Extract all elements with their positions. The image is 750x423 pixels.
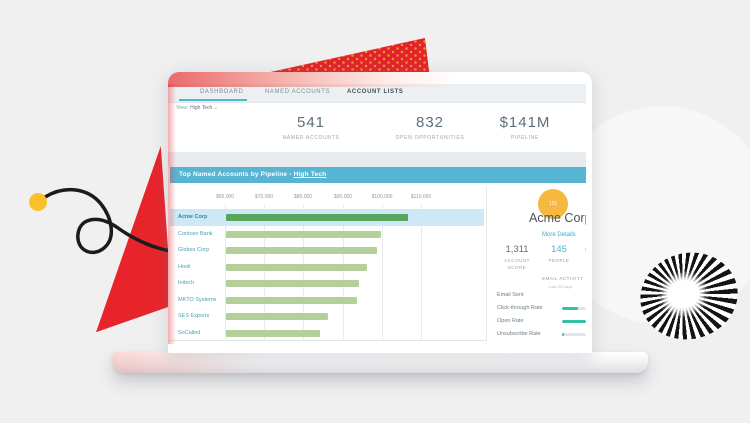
- stat-label: NAMED ACCOUNTS: [282, 135, 340, 141]
- stat-label: ACCOUNT SCORE: [504, 258, 530, 270]
- laptop-base: [112, 352, 648, 373]
- row-label: Hooli: [178, 263, 191, 270]
- row-label: SoCalled: [178, 329, 201, 336]
- people-stat: 145 PEOPLE: [542, 244, 576, 265]
- gridline: [382, 205, 383, 341]
- tab-dashboard[interactable]: DASHBOARD: [200, 89, 244, 95]
- email-activity-title: EMAIL ACTIVITY: [542, 276, 584, 281]
- x-axis-tick: $70,000: [254, 194, 274, 200]
- progress-bar: [562, 320, 586, 323]
- progress-bar: [562, 333, 586, 336]
- chevron-down-icon: ⌄: [213, 105, 218, 111]
- pipeline-bar: [226, 247, 377, 254]
- view-value: High Tech: [190, 105, 213, 111]
- pipeline-bar: [226, 296, 358, 304]
- row-label: Open Rate: [497, 318, 524, 324]
- laptop-screen: DASHBOARD NAMED ACCOUNTS ACCOUNT LISTS V…: [168, 72, 592, 353]
- chart-title-link[interactable]: High Tech: [293, 171, 327, 178]
- x-axis-tick: $90,000: [333, 194, 353, 200]
- dashboard-app: DASHBOARD NAMED ACCOUNTS ACCOUNT LISTS V…: [168, 72, 586, 353]
- stat-value: 145: [551, 244, 567, 255]
- stat-label: OPEN OPPORTUNITIES: [395, 135, 465, 141]
- squiggle-line-decoration: [43, 187, 172, 255]
- x-axis-tick: $110,000: [410, 194, 432, 200]
- pipeline-bar-chart: $60,000 $70,000 $80,000 $90,000 $100,000…: [170, 183, 486, 341]
- pipeline-bar: [226, 313, 328, 320]
- account-name: Acme Corp: [529, 211, 586, 225]
- pipeline-bar: [226, 263, 368, 271]
- view-selector[interactable]: View: High Tech ⌄: [176, 105, 218, 111]
- email-activity-row-clickthrough: Click-through Rate: [497, 305, 586, 315]
- pipeline-bar: [226, 329, 321, 337]
- gridline: [303, 205, 304, 341]
- panel-divider: [486, 187, 487, 341]
- gridline: [343, 205, 344, 341]
- opportunities-stat: OPPORTUNITIES: [585, 244, 586, 254]
- gridline: [264, 205, 265, 341]
- stat-label: PIPELINE: [510, 135, 540, 141]
- email-activity-row-open-rate: Open Rate: [497, 318, 586, 328]
- row-label: SES Exports: [178, 313, 210, 319]
- stat-value: 1,311: [505, 244, 529, 255]
- x-axis-tick: $60,000: [215, 194, 235, 200]
- row-label: Initech: [178, 280, 195, 286]
- row-label: Click-through Rate: [497, 305, 543, 311]
- row-label: MKTO Systems: [178, 296, 217, 303]
- stat-value: 832: [415, 114, 445, 131]
- row-label: Contoso Bank: [178, 230, 213, 237]
- view-label: View:: [176, 105, 189, 111]
- active-tab-indicator: [179, 99, 247, 101]
- email-activity-row-sent: Email Sent: [497, 292, 586, 302]
- chart-row-mkto-systems[interactable]: MKTO Systems: [170, 292, 484, 309]
- progress-bar: [562, 307, 586, 310]
- chart-row-contoso-bank[interactable]: Contoso Bank: [170, 226, 484, 243]
- yellow-dot-decoration: [29, 193, 47, 211]
- x-axis-tick: $100,000: [371, 194, 393, 200]
- stat-pipeline: $141M PIPELINE: [500, 114, 551, 141]
- stat-value: 541: [296, 114, 326, 131]
- row-label: Acme Corp: [178, 214, 208, 220]
- email-activity-row-unsubscribe: Unsubscribe Rate: [497, 331, 586, 341]
- pipeline-bar: [226, 230, 381, 238]
- stat-open-opportunities: 832 OPEN OPPORTUNITIES: [396, 114, 465, 141]
- row-label: Unsubscribe Rate: [497, 331, 541, 337]
- pipeline-bar: [226, 214, 409, 221]
- chart-title: Top Named Accounts by Pipeline -: [179, 171, 294, 178]
- chart-title-bar: Top Named Accounts by Pipeline - High Te…: [170, 167, 586, 183]
- chart-row-socalled[interactable]: SoCalled: [170, 325, 484, 342]
- chart-rows: Acme Corp Contoso Bank Globex Corp Hooli: [170, 209, 486, 341]
- account-avatar: 125: [538, 189, 568, 219]
- gridline: [421, 205, 422, 341]
- stat-named-accounts: 541 NAMED ACCOUNTS: [282, 114, 339, 141]
- stat-label: OPPORTUNITIES: [585, 247, 586, 254]
- more-details-link[interactable]: More Details: [542, 232, 576, 238]
- chart-row-hooli[interactable]: Hooli: [170, 259, 484, 276]
- top-tab-bar: DASHBOARD NAMED ACCOUNTS ACCOUNT LISTS: [168, 84, 586, 103]
- tab-named-accounts[interactable]: NAMED ACCOUNTS: [265, 89, 331, 95]
- tab-account-lists[interactable]: ACCOUNT LISTS: [347, 89, 404, 95]
- stat-value: $141M: [499, 114, 551, 131]
- pipeline-bar: [226, 280, 360, 287]
- stat-label: PEOPLE: [548, 258, 570, 263]
- row-label: Globex Corp: [178, 247, 209, 253]
- x-axis-tick: $80,000: [293, 194, 313, 200]
- chart-row-globex-corp[interactable]: Globex Corp: [170, 242, 484, 259]
- chart-row-ses-exports[interactable]: SES Exports: [170, 308, 484, 325]
- gridline: [225, 205, 226, 341]
- account-score-stat: 1,311 ACCOUNT SCORE: [500, 244, 534, 272]
- row-label: Email Sent: [497, 292, 524, 298]
- section-divider: [168, 152, 586, 167]
- chart-row-initech[interactable]: Initech: [170, 275, 484, 292]
- chart-row-acme-corp[interactable]: Acme Corp: [170, 209, 484, 226]
- email-activity-subtitle: Last 30 Days: [549, 284, 573, 289]
